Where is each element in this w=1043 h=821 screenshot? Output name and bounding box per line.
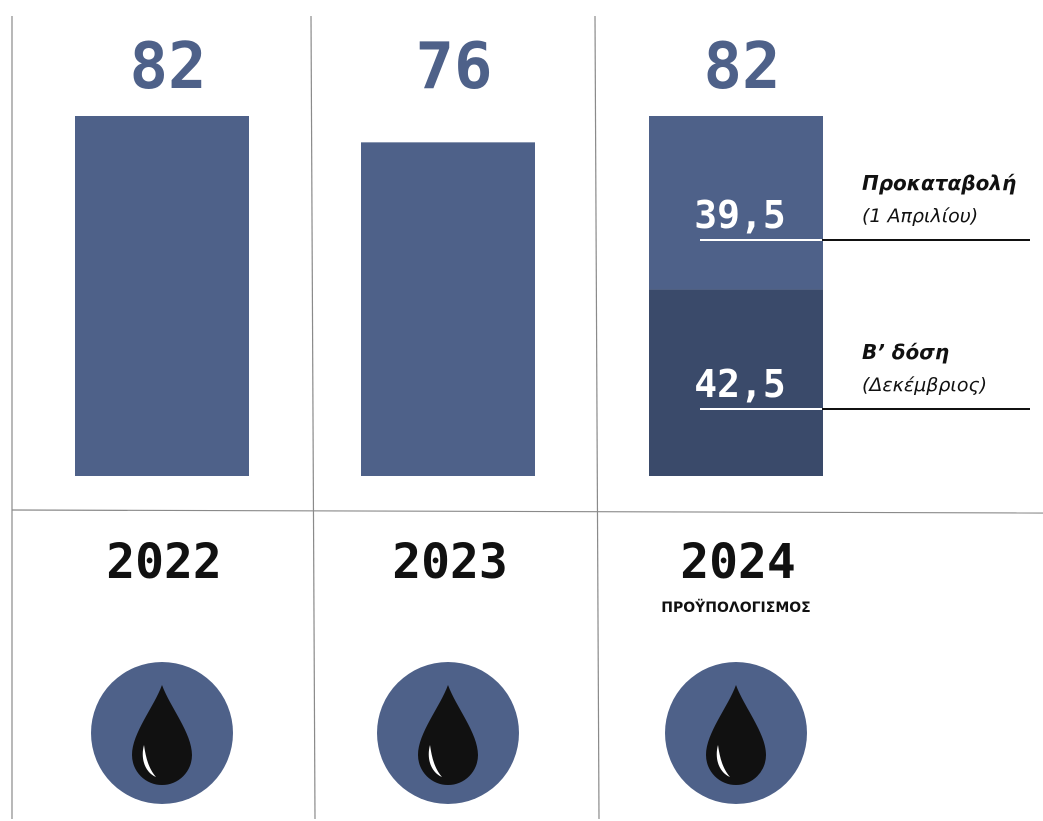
segment-value-label: 39,5 <box>694 193 786 237</box>
bar-segment <box>649 289 823 476</box>
horizontal-divider <box>11 509 1043 514</box>
annotation-title: Προκαταβολή <box>862 171 1016 195</box>
category-label: 2023 <box>392 534 508 590</box>
oil-drop-icon <box>91 662 233 804</box>
annotation-subtitle: (Δεκέμβριος) <box>862 374 987 396</box>
category-label: 2024 <box>680 534 796 590</box>
annotation-subtitle: (1 Απριλίου) <box>862 205 978 227</box>
bar-value-label: 82 <box>703 30 780 104</box>
bars-layer <box>75 116 823 476</box>
bar <box>361 142 535 476</box>
bar-value-label: 76 <box>415 30 492 104</box>
bar-value-label: 82 <box>129 30 206 104</box>
bar <box>75 116 249 476</box>
column-divider <box>594 15 600 820</box>
labels-layer: 82 2022 76 2023 42,5 39,5 82 2024 ΠΡΟΫΠΟΛΟΓΙΣΜΟΣ <box>106 30 811 616</box>
oil-drop-icon <box>665 662 807 804</box>
bar-segment <box>649 116 823 290</box>
category-label: 2022 <box>106 534 222 590</box>
category-sublabel: ΠΡΟΫΠΟΛΟΓΙΣΜΟΣ <box>661 599 810 616</box>
annotation-title: Β’ δόση <box>862 340 949 364</box>
icons-layer <box>91 662 807 804</box>
annotations-layer: Β’ δόση (Δεκέμβριος) Προκαταβολή (1 Απριλίο… <box>700 171 1030 410</box>
oil-drop-icon <box>377 662 519 804</box>
segment-value-label: 42,5 <box>694 362 786 406</box>
frame-lines <box>11 15 1043 820</box>
column-divider <box>310 15 316 820</box>
